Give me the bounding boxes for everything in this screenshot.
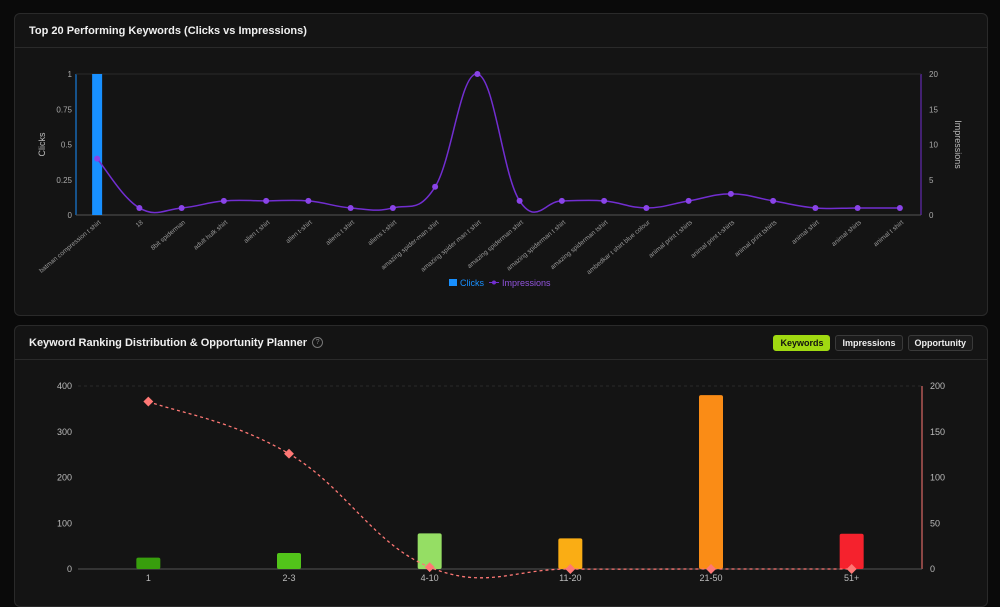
legend-impressions-label: Impressions (502, 278, 551, 288)
x-tick-label: 1 (146, 573, 151, 583)
x-tick-label: 4-10 (421, 573, 439, 583)
impressions-line (96, 73, 900, 214)
x-tick-label: aliens t shirt (325, 219, 356, 247)
keywords-bar (839, 533, 864, 569)
y-tick-label: 0 (67, 564, 72, 574)
impressions-point (220, 197, 227, 204)
opportunity-point (284, 448, 294, 459)
y-tick-label: 0 (68, 211, 73, 220)
impressions-point (347, 204, 354, 211)
y-tick-label: 0.5 (61, 141, 73, 150)
chart-title: Keyword Ranking Distribution & Opportuni… (29, 336, 308, 349)
y2-tick-label: 0 (930, 564, 935, 574)
keywords-button[interactable]: Keywords (773, 334, 831, 351)
ranking-distribution-panel: Keyword Ranking Distribution & Opportuni… (14, 325, 988, 607)
x-tick-label: animal shirts (830, 219, 863, 248)
keywords-bar (277, 552, 301, 569)
opportunity-line (148, 400, 852, 579)
x-tick-label: 51+ (844, 573, 859, 583)
x-tick-label: 8bit spiderman (150, 219, 187, 252)
chart-title: Top 20 Performing Keywords (Clicks vs Im… (29, 24, 307, 37)
y-tick-label: 100 (57, 518, 72, 528)
x-tick-label: 21-50 (699, 573, 722, 583)
keywords-bar (699, 395, 723, 569)
legend-clicks-label: Clicks (460, 278, 484, 288)
opportunity-point (846, 564, 857, 574)
y2-axis-label: Impressions (953, 120, 963, 169)
keywords-bar (136, 557, 161, 569)
y2-tick-label: 15 (929, 105, 938, 114)
legend-impressions-marker (492, 280, 496, 285)
impressions-point (643, 204, 650, 211)
y2-tick-label: 50 (930, 518, 940, 528)
y-tick-label: 400 (57, 381, 72, 391)
impressions-point (178, 204, 185, 211)
impressions-point (685, 197, 692, 204)
opportunity-point (143, 396, 154, 407)
impressions-point (432, 183, 439, 190)
impressions-point (305, 197, 312, 204)
impressions-point (896, 204, 903, 211)
y-tick-label: 1 (68, 70, 73, 79)
impressions-point (94, 155, 101, 162)
y2-tick-label: 100 (930, 473, 945, 483)
impressions-point (727, 190, 734, 197)
y-tick-label: 0.75 (56, 105, 72, 114)
y-tick-label: 0.25 (56, 176, 72, 185)
y2-tick-label: 200 (930, 381, 945, 391)
x-tick-label: animal shirt (791, 219, 821, 246)
y-axis-label: Clicks (37, 132, 47, 156)
x-tick-label: alien t shirt (243, 219, 272, 245)
y2-tick-label: 20 (929, 70, 938, 79)
y2-tick-label: 10 (929, 141, 938, 150)
y-tick-label: 200 (57, 473, 72, 483)
x-tick-label: batman compression t shirt (38, 219, 102, 275)
impressions-point (558, 197, 565, 204)
y2-tick-label: 0 (929, 211, 934, 220)
x-tick-label: 18 (135, 219, 145, 229)
keywords-bar (417, 533, 442, 569)
x-tick-label: animal print t shirts (648, 219, 695, 260)
x-tick-label: animal t shirt (872, 219, 905, 248)
x-tick-label: 2-3 (282, 573, 295, 583)
x-tick-label: aliens t-shirt (367, 219, 398, 247)
impressions-point (770, 197, 777, 204)
keywords-clicks-panel: Top 20 Performing Keywords (Clicks vs Im… (14, 13, 988, 316)
impressions-point (474, 71, 481, 77)
opportunity-button[interactable]: Opportunity (907, 334, 973, 351)
keywords-bar (558, 538, 583, 569)
impressions-point (812, 204, 819, 211)
y-tick-label: 300 (57, 427, 72, 437)
x-tick-label: animal print t-shirts (690, 219, 737, 260)
opportunity-point (706, 564, 716, 574)
impressions-point (263, 197, 270, 204)
x-tick-label: adult hulk shirt (193, 219, 230, 251)
impressions-point (389, 204, 396, 211)
y2-tick-label: 5 (929, 176, 934, 185)
x-tick-label: animal print tshirts (734, 219, 779, 259)
x-tick-label: 11-20 (559, 573, 581, 583)
x-tick-label: alien t-shirt (285, 219, 314, 245)
ranking-distribution-chart: 0 100 200 300 400 0 50 100 150 200 1 2-3 4-10 11-20 21… (57, 381, 945, 583)
impressions-button[interactable]: Impressions (835, 334, 903, 351)
impressions-point (854, 204, 861, 211)
legend-clicks-swatch (449, 279, 457, 286)
opportunity-point (565, 564, 576, 574)
help-icon[interactable]: ? (312, 337, 324, 348)
impressions-point (136, 204, 143, 211)
y2-tick-label: 150 (930, 427, 945, 437)
impressions-point (516, 197, 523, 204)
impressions-point (601, 197, 608, 204)
clicks-bar (92, 74, 103, 215)
